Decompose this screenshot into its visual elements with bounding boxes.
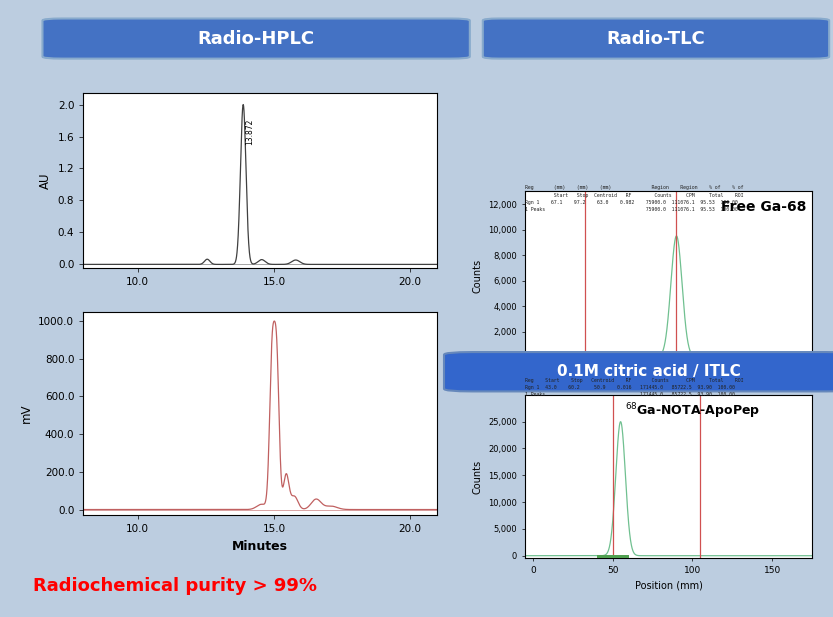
Y-axis label: mV: mV	[20, 404, 32, 423]
Text: Reg       (mm)    (mm)    (mm)              Region    Region    % of    % of: Reg (mm) (mm) (mm) Region Region % of % …	[525, 185, 743, 190]
Text: 13.872: 13.872	[246, 119, 254, 145]
Text: 0.1M citric acid / ITLC: 0.1M citric acid / ITLC	[557, 364, 741, 379]
Text: Start   Stop  Centroid   RF        Counts     CPM     Total    ROI: Start Stop Centroid RF Counts CPM Total …	[525, 193, 743, 197]
Text: Reg    Start    Stop   Centroid    RF       Counts      CPM     Total    ROI: Reg Start Stop Centroid RF Counts CPM To…	[525, 378, 743, 383]
Y-axis label: AU: AU	[39, 172, 52, 189]
Bar	[596, 555, 629, 558]
Text: Free Ga-68: Free Ga-68	[721, 200, 806, 213]
FancyBboxPatch shape	[42, 19, 470, 59]
Text: 15.068: 15.068	[0, 616, 1, 617]
Y-axis label: Counts: Counts	[472, 259, 482, 293]
Text: Radio-TLC: Radio-TLC	[606, 30, 706, 48]
Text: Rgn 1  43.0    60.2     50.9    0.016   171445.0   85722.5  93.90  100.00: Rgn 1 43.0 60.2 50.9 0.016 171445.0 8572…	[525, 385, 735, 390]
Text: Rgn 1    67.1    97.2    63.0    0.982    75900.0  111076.1  95.53  100.00: Rgn 1 67.1 97.2 63.0 0.982 75900.0 11107…	[525, 200, 737, 205]
Text: Radiochemical purity > 99%: Radiochemical purity > 99%	[33, 578, 317, 595]
FancyBboxPatch shape	[483, 19, 829, 59]
X-axis label: Minutes: Minutes	[232, 540, 288, 553]
X-axis label: Position (mm): Position (mm)	[635, 581, 702, 590]
FancyBboxPatch shape	[444, 352, 833, 391]
Text: 1 Peaks                                 171445.0   85722.5  93.90  100.00: 1 Peaks 171445.0 85722.5 93.90 100.00	[525, 392, 735, 397]
Bar	[611, 357, 656, 360]
Text: Radio-HPLC: Radio-HPLC	[197, 30, 315, 48]
Y-axis label: Counts: Counts	[472, 460, 482, 494]
Text: 1 Peaks                                   75900.0  111076.1  95.53  100.00: 1 Peaks 75900.0 111076.1 95.53 100.00	[525, 207, 737, 212]
Text: $^{68}$Ga-NOTA-ApoPep: $^{68}$Ga-NOTA-ApoPep	[626, 402, 761, 421]
